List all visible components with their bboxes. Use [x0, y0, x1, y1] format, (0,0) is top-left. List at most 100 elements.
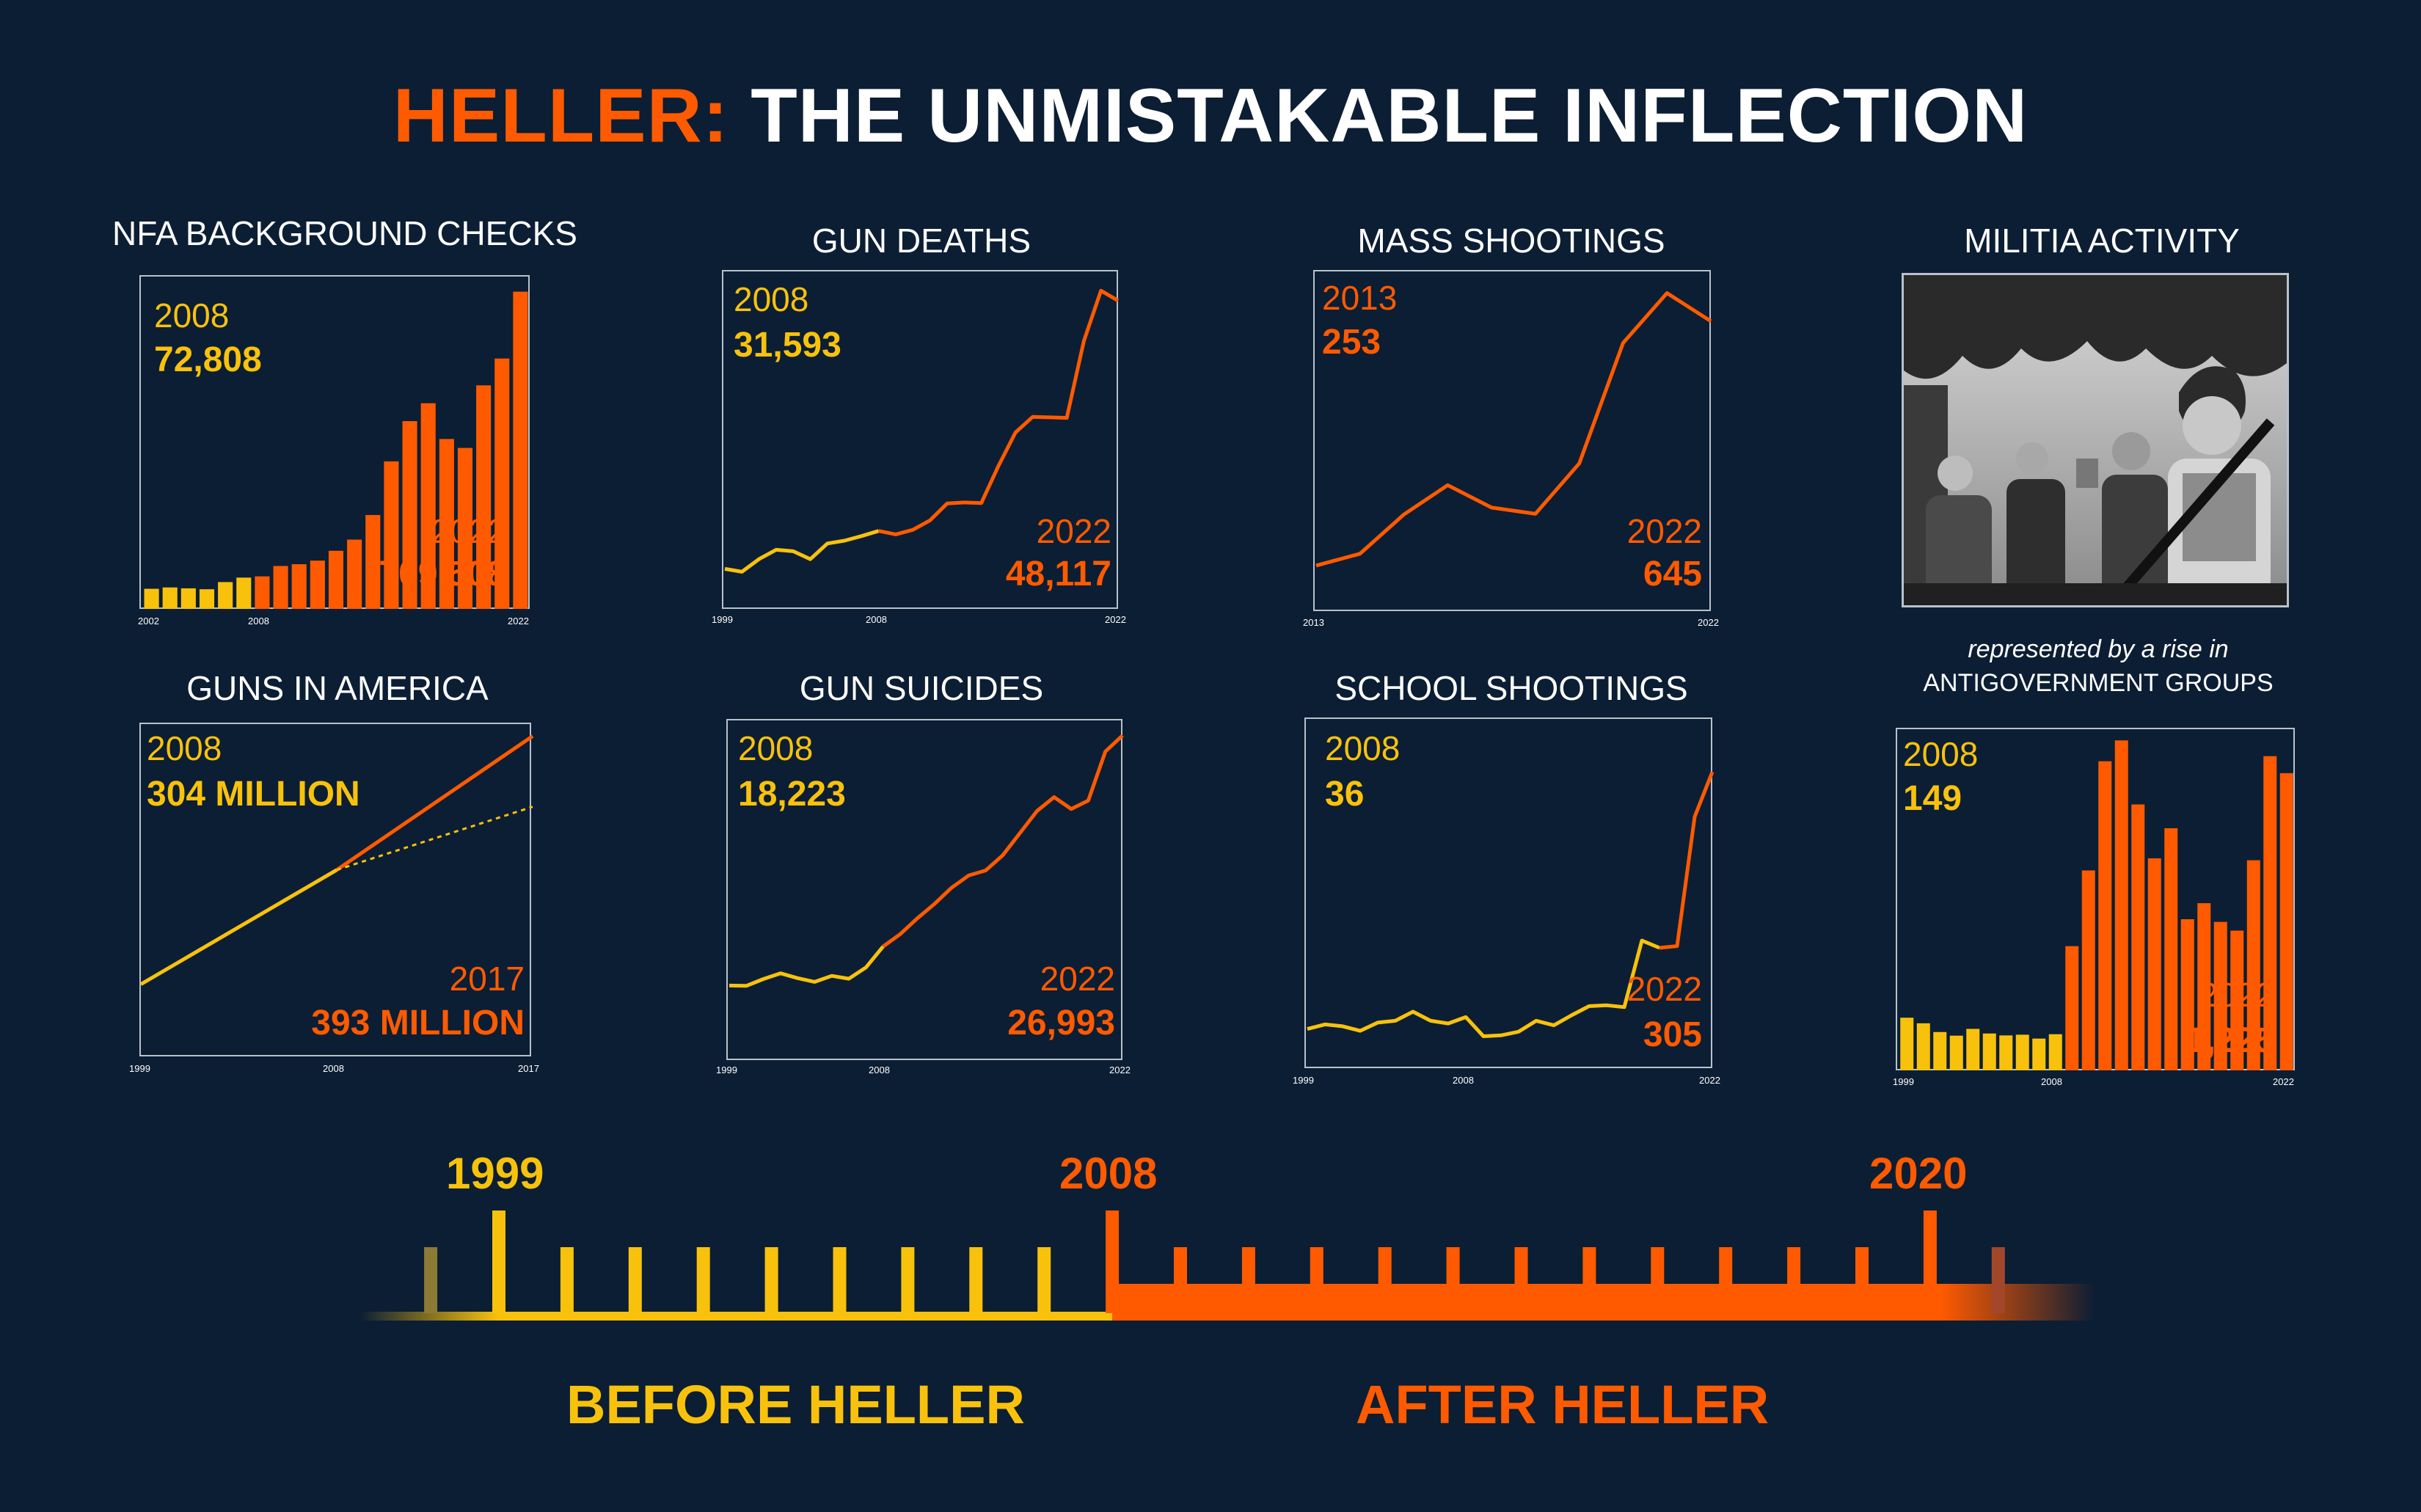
militia-start-value: 149	[1903, 779, 1962, 818]
mass-tick-end: 2022	[1698, 617, 1719, 628]
bar-2001	[1933, 1031, 1947, 1070]
timeline-year-2020: 2020	[1869, 1149, 1968, 1198]
nfa-tick-mid: 2008	[248, 616, 269, 627]
timeline-tick-2017	[1719, 1247, 1733, 1313]
guns-chart	[139, 734, 534, 986]
bar-1999	[1900, 1018, 1914, 1070]
nfa-start-value: 72,808	[154, 340, 262, 379]
school-chart	[1307, 771, 1715, 1038]
suicides-start-value: 18,223	[738, 775, 846, 814]
bar-2012	[2114, 740, 2128, 1070]
nfa-tick-start: 2002	[138, 616, 159, 627]
timeline-tick-2013	[1446, 1247, 1460, 1313]
timeline-tick-1998	[424, 1247, 438, 1313]
timeline-bar-before	[499, 1312, 1112, 1321]
nfa-tick-end: 2022	[508, 616, 529, 627]
guns-tick-start: 1999	[129, 1063, 150, 1074]
deaths-end-year: 2022	[1036, 512, 1111, 550]
school-tick-start: 1999	[1293, 1075, 1314, 1086]
timeline-tick-2018	[1787, 1247, 1801, 1313]
bar-2011	[2098, 761, 2112, 1070]
guns-start-year: 2008	[147, 729, 222, 767]
projection-dotted-line	[336, 806, 533, 872]
mass-chart-frame	[1313, 270, 1712, 611]
militia-caption-groups: ANTIGOVERNMENT GROUPS	[1923, 669, 2274, 697]
guns-title: GUNS IN AMERICA	[186, 669, 489, 707]
bar-2006	[218, 582, 233, 609]
timeline-fade-right	[1941, 1284, 2095, 1321]
deaths-start-year: 2008	[734, 280, 809, 318]
bar-2018	[439, 439, 454, 609]
timeline-fade-left	[359, 1312, 499, 1321]
bar-2004	[1982, 1033, 1996, 1070]
suicides-tick-start: 1999	[716, 1064, 737, 1075]
militia-start-year: 2008	[1903, 735, 1979, 773]
militia-photo-graphic	[1904, 275, 2287, 605]
school-tick-mid: 2008	[1453, 1075, 1474, 1086]
timeline-tick-2010	[1241, 1247, 1255, 1313]
bar-2000	[1916, 1023, 1930, 1070]
deaths-title: GUN DEATHS	[811, 222, 1031, 260]
suicides-end-value: 26,993	[1007, 1004, 1115, 1042]
militia-tick-mid: 2008	[2041, 1076, 2062, 1087]
bar-2003	[1966, 1029, 1980, 1070]
after-heller-label: AFTER HELLER	[1356, 1374, 1770, 1435]
bar-2005	[199, 589, 215, 609]
line-after-heller	[882, 734, 1124, 949]
school-start-year: 2008	[1325, 729, 1401, 767]
bar-2002	[1949, 1035, 1963, 1070]
timeline-tick-2014	[1514, 1247, 1528, 1313]
bar-2017	[2197, 903, 2211, 1070]
bar-2014	[365, 515, 381, 609]
militia-photo	[1902, 273, 2289, 607]
bar-2022	[2279, 773, 2293, 1070]
nfa-end-value: 709,508	[379, 555, 506, 594]
school-chart-frame	[1304, 717, 1715, 1068]
timeline-tick-1999	[492, 1210, 505, 1313]
guns-end-year: 2017	[449, 960, 525, 998]
suicides-tick-mid: 2008	[869, 1064, 890, 1075]
deaths-start-value: 31,593	[734, 326, 841, 365]
nfa-chart-frame	[139, 275, 530, 609]
school-tick-end: 2022	[1699, 1075, 1720, 1086]
timeline-tick-2019	[1855, 1247, 1869, 1313]
timeline-tick-2016	[1651, 1247, 1665, 1313]
mass-chart	[1315, 291, 1712, 568]
school-end-year: 2022	[1626, 970, 1702, 1008]
timeline-tick-2011	[1310, 1247, 1323, 1313]
bar-2012	[328, 550, 344, 609]
nfa-title: NFA BACKGROUND CHECKS	[112, 214, 577, 252]
suicides-title: GUN SUICIDES	[799, 669, 1044, 707]
timeline-tick-2004	[833, 1247, 847, 1313]
bar-2007	[236, 577, 252, 609]
suicides-chart-frame	[726, 719, 1124, 1060]
bar-2009	[2065, 946, 2079, 1070]
bar-2021	[2263, 756, 2277, 1070]
timeline-tick-2005	[901, 1247, 915, 1313]
guns-end-value: 393 MILLION	[311, 1004, 525, 1042]
militia-end-year: 2022	[2199, 976, 2274, 1014]
title-rest: THE UNMISTAKABLE INFLECTION	[729, 73, 2029, 158]
timeline-tick-2012	[1378, 1247, 1392, 1313]
bar-2016	[402, 421, 417, 609]
timeline-tick-2003	[764, 1247, 778, 1313]
militia-tick-start: 1999	[1893, 1076, 1914, 1087]
suicides-start-year: 2008	[738, 729, 814, 767]
bar-2008	[255, 576, 270, 609]
line-after-heller	[878, 288, 1120, 536]
bar-2009	[273, 566, 288, 609]
guns-tick-end: 2017	[518, 1063, 539, 1074]
line-after-heller	[335, 734, 534, 872]
suicides-tick-end: 2022	[1109, 1064, 1131, 1075]
bar-2013	[347, 539, 362, 609]
mass-title: MASS SHOOTINGS	[1357, 222, 1665, 260]
timeline-year-2008: 2008	[1059, 1149, 1158, 1198]
mass-start-value: 253	[1322, 323, 1381, 362]
suicides-end-year: 2022	[1040, 960, 1115, 998]
militia-end-value: 1,225	[2186, 1021, 2274, 1060]
timeline-tick-2002	[696, 1247, 710, 1313]
bar-2021	[494, 358, 510, 609]
title-accent: HELLER:	[392, 73, 729, 158]
timeline-tick-2020	[1923, 1210, 1937, 1313]
bar-2008	[2048, 1034, 2062, 1070]
